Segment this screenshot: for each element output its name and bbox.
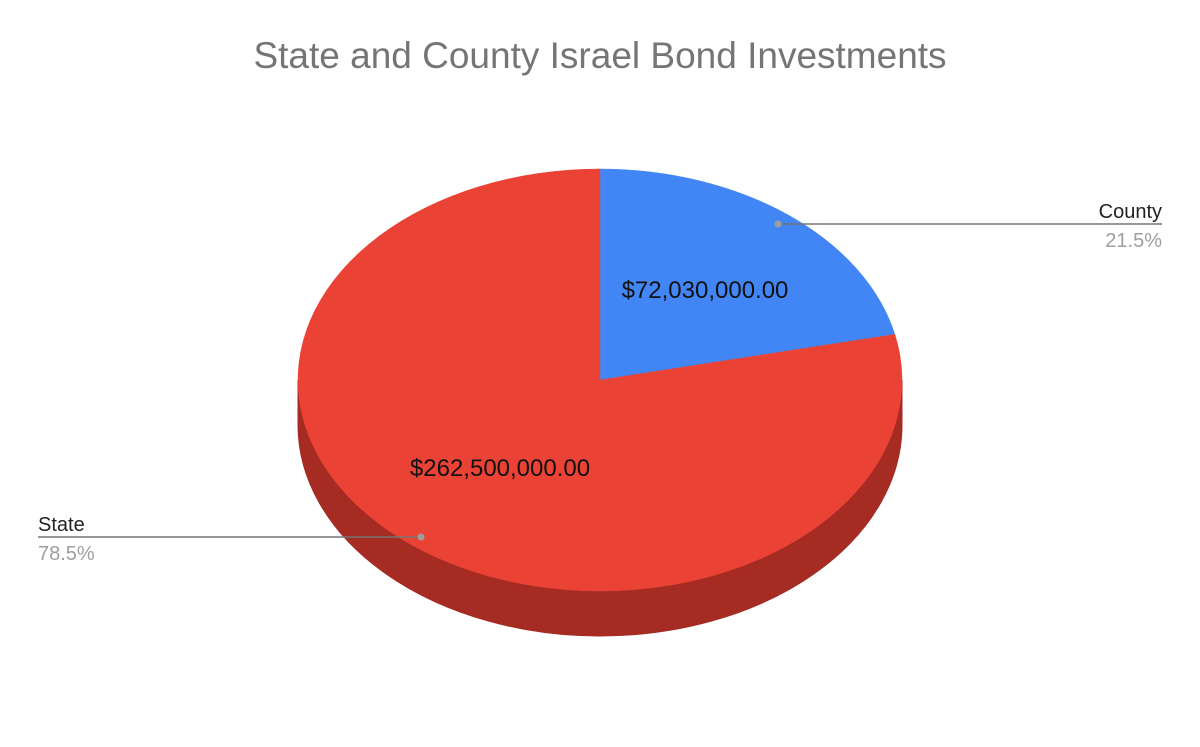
slice-percent-label-state: 78.5%	[38, 543, 95, 565]
pie-slices	[297, 168, 903, 592]
slice-value-label-county: $72,030,000.00	[622, 277, 789, 304]
slice-value-label-state: $262,500,000.00	[410, 455, 590, 482]
leader-dot-state	[417, 533, 425, 541]
pie-labels: $72,030,000.00 County 21.5% $262,500,000.00…	[38, 201, 1162, 565]
slice-name-label-state: State	[38, 514, 85, 536]
leader-dot-county	[774, 220, 782, 228]
pie-slice-state[interactable]	[297, 168, 903, 592]
chart-title: State and County Israel Bond Investments	[253, 35, 946, 76]
slice-name-label-county: County	[1099, 201, 1162, 223]
pie-slice-county[interactable]	[599, 168, 896, 381]
slice-percent-label-county: 21.5%	[1105, 230, 1162, 252]
